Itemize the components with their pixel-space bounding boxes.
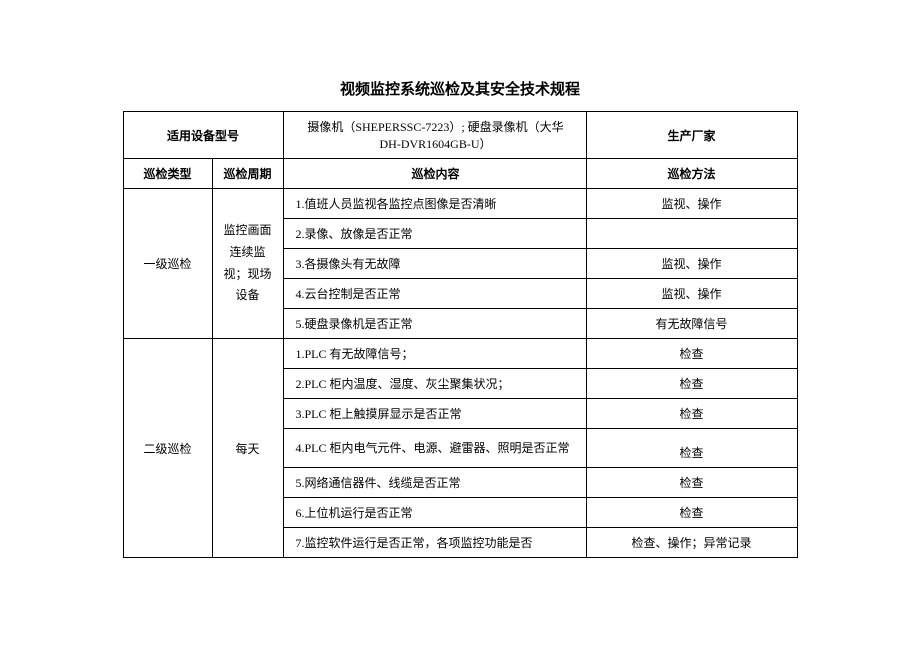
- method-cell: 监视、操作: [586, 249, 797, 279]
- content-cell: 2.录像、放像是否正常: [283, 219, 586, 249]
- method-cell: 有无故障信号: [586, 309, 797, 339]
- method-cell: 监视、操作: [586, 189, 797, 219]
- content-cell: 5.网络通信器件、线缆是否正常: [283, 468, 586, 498]
- content-cell: 2.PLC 柜内温度、湿度、灰尘聚集状况；: [283, 369, 586, 399]
- header-method: 巡检方法: [586, 159, 797, 189]
- document-title: 视频监控系统巡检及其安全技术规程: [0, 78, 920, 99]
- header-row-1: 适用设备型号 摄像机（SHEPERSSC-7223）; 硬盘录像机（大华 DH-…: [123, 112, 797, 159]
- method-cell: 检查、操作；异常记录: [586, 528, 797, 558]
- document-page: 视频监控系统巡检及其安全技术规程 适用设备型号 摄像机（SHEPERSSC-72…: [0, 0, 920, 651]
- content-cell: 1.值班人员监视各监控点图像是否清晰: [283, 189, 586, 219]
- category-cycle-1: 监控画面连续监视；现场设备: [212, 189, 283, 339]
- content-cell: 3.各摄像头有无故障: [283, 249, 586, 279]
- content-cell: 7.监控软件运行是否正常，各项监控功能是否: [283, 528, 586, 558]
- content-cell: 5.硬盘录像机是否正常: [283, 309, 586, 339]
- header-cycle: 巡检周期: [212, 159, 283, 189]
- content-cell: 1.PLC 有无故障信号；: [283, 339, 586, 369]
- method-cell: [586, 219, 797, 249]
- method-cell: 检查: [586, 498, 797, 528]
- inspection-table: 适用设备型号 摄像机（SHEPERSSC-7223）; 硬盘录像机（大华 DH-…: [123, 111, 798, 558]
- method-cell: 监视、操作: [586, 279, 797, 309]
- method-cell: 检查: [586, 399, 797, 429]
- method-cell: 检查: [586, 339, 797, 369]
- header-content: 巡检内容: [283, 159, 586, 189]
- method-cell: 检查: [586, 468, 797, 498]
- content-cell: 4.PLC 柜内电气元件、电源、避雷器、照明是否正常: [283, 429, 586, 468]
- category-type-1: 一级巡检: [123, 189, 212, 339]
- method-cell: 检查: [586, 429, 797, 468]
- header-row-2: 巡检类型 巡检周期 巡检内容 巡检方法: [123, 159, 797, 189]
- header-manufacturer-label: 生产厂家: [586, 112, 797, 159]
- category-type-2: 二级巡检: [123, 339, 212, 558]
- header-equipment-model-value: 摄像机（SHEPERSSC-7223）; 硬盘录像机（大华 DH-DVR1604…: [283, 112, 586, 159]
- method-cell: 检查: [586, 369, 797, 399]
- table-row: 一级巡检 监控画面连续监视；现场设备 1.值班人员监视各监控点图像是否清晰 监视…: [123, 189, 797, 219]
- content-cell: 4.云台控制是否正常: [283, 279, 586, 309]
- category-cycle-2: 每天: [212, 339, 283, 558]
- header-type: 巡检类型: [123, 159, 212, 189]
- table-row: 二级巡检 每天 1.PLC 有无故障信号； 检查: [123, 339, 797, 369]
- header-equipment-model-label: 适用设备型号: [123, 112, 283, 159]
- content-cell: 3.PLC 柜上触摸屏显示是否正常: [283, 399, 586, 429]
- content-cell: 6.上位机运行是否正常: [283, 498, 586, 528]
